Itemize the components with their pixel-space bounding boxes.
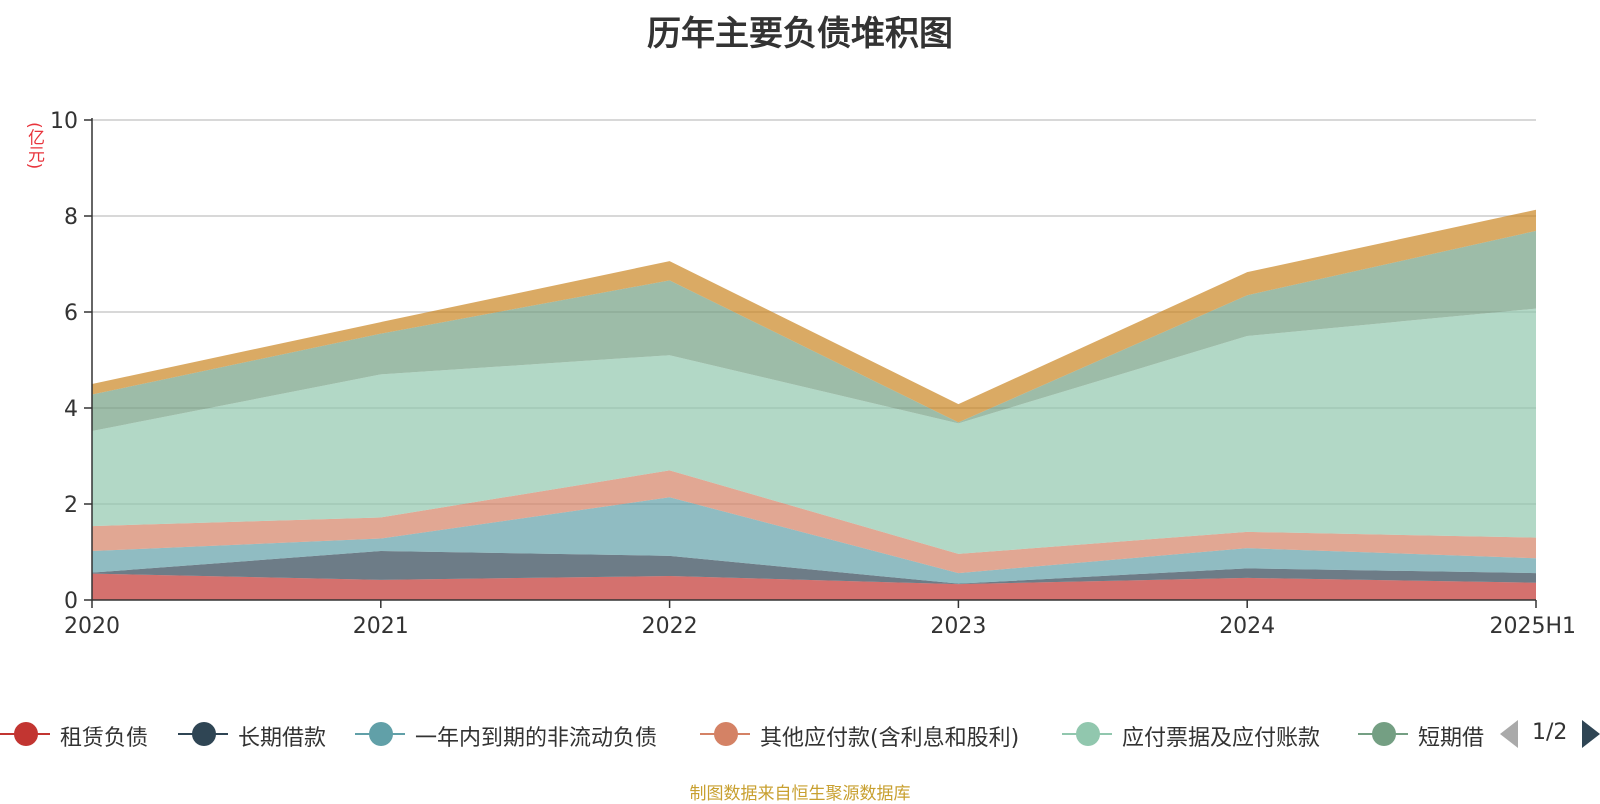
area-series-2 [92,497,1536,584]
y-axis-unit: (亿元) [24,122,44,170]
legend-label: 其他应付款(含利息和股利) [760,726,1020,751]
area-series-3 [92,470,1536,574]
x-tick-label: 2021 [353,614,409,639]
legend-label: 应付票据及应付账款 [1122,726,1321,751]
x-tick-label: 2024 [1219,614,1275,639]
x-tick-label: 2020 [64,614,120,639]
y-tick-label: 0 [64,589,78,614]
legend-dot-icon [1076,722,1100,746]
y-tick-label: 10 [50,109,78,134]
legend-pager: 1/2 [1500,714,1600,754]
area-series-5 [92,230,1536,432]
legend-dot-icon [14,722,38,746]
legend-label: 长期借款 [238,726,327,751]
y-tick-label: 6 [64,301,78,326]
legend-label: 短期借 [1418,726,1484,751]
legend-dot-icon [714,722,738,746]
area-series-1 [92,551,1536,585]
x-tick-label: 2022 [642,614,698,639]
legend-dot-icon [1372,722,1396,746]
area-series-0 [92,573,1536,600]
legend-label: 一年内到期的非流动负债 [415,726,658,751]
stacked-area-chart: 0 2 4 6 8 10 2020 2021 2022 2023 2024 2025H1 [50,109,1576,639]
legend-dot-icon [369,722,393,746]
x-tick-label: 2023 [930,614,986,639]
chart-title: 历年主要负债堆积图 [647,14,953,54]
legend-dot-icon [192,722,216,746]
legend-page-indicator: 1/2 [1532,720,1568,745]
y-tick-label: 8 [64,205,78,230]
legend: 租赁负债 长期借款 一年内到期的非流动负债 其他应付款(含利息和股利) 应付票据及应付账… [0,714,1600,754]
y-tick-label: 4 [64,397,78,422]
data-source-note: 制图数据来自恒生聚源数据库 [689,784,911,804]
legend-next-page-icon[interactable] [1582,720,1600,748]
legend-label: 租赁负债 [60,726,149,751]
legend-prev-page-icon[interactable] [1500,720,1518,748]
x-tick-label: 2025H1 [1489,614,1576,639]
area-series-4 [92,308,1536,554]
legend-items: 租赁负债 长期借款 一年内到期的非流动负债 其他应付款(含利息和股利) 应付票据及应付账… [0,714,1484,754]
y-tick-label: 2 [64,493,78,518]
